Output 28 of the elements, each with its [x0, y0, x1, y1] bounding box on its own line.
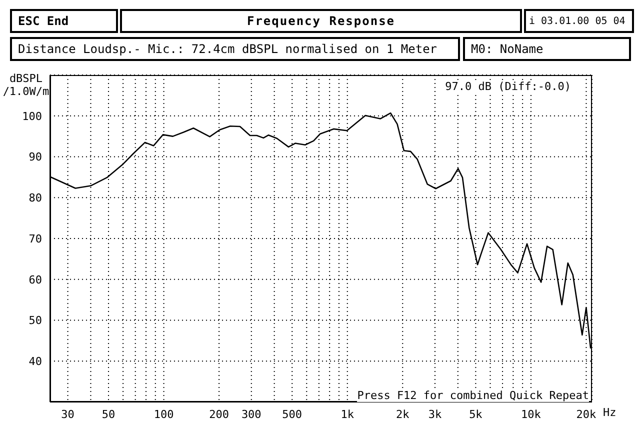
chart-subtitle: Distance Loudsp.- Mic.: 72.4cm dBSPL normalised on 1 Meter	[10, 37, 460, 61]
y-tick-label: 90	[28, 150, 42, 164]
chart-title: Frequency Response	[120, 9, 522, 33]
y-tick-label: 70	[28, 232, 42, 246]
x-tick-label: 5k	[469, 408, 483, 421]
x-tick-label: 10k	[521, 408, 542, 421]
text: i 03.01.00 05 04	[524, 9, 634, 33]
x-tick-label: 300	[241, 408, 262, 421]
annotation: Press F12 for combined Quick Repeat	[357, 389, 589, 402]
y-tick-label: 40	[28, 355, 42, 368]
y-tick-label: 100	[22, 110, 42, 123]
annotation: 97.0 dB (Diff:-0.0)	[445, 80, 571, 93]
x-tick-label: 1k	[340, 408, 354, 421]
x-tick-label: 30	[61, 408, 74, 421]
x-tick-label: 500	[282, 408, 302, 421]
x-tick-label: 200	[209, 408, 229, 421]
y-axis-title: dBSPL /1.0W/m	[2, 72, 50, 98]
y-tick-label: 80	[28, 192, 42, 205]
x-axis-title: Hz	[603, 406, 616, 419]
x-tick-label: 50	[102, 408, 116, 421]
x-tick-label: 2k	[396, 408, 410, 421]
y-tick-label: 60	[28, 273, 42, 286]
text: ESC End	[10, 9, 118, 33]
x-tick-label: 100	[154, 408, 174, 421]
y-tick-label: 50	[28, 314, 42, 328]
x-tick-label: 3k	[428, 408, 442, 421]
text: M0: NoName	[463, 37, 631, 61]
x-tick-label: 20k	[576, 408, 597, 421]
